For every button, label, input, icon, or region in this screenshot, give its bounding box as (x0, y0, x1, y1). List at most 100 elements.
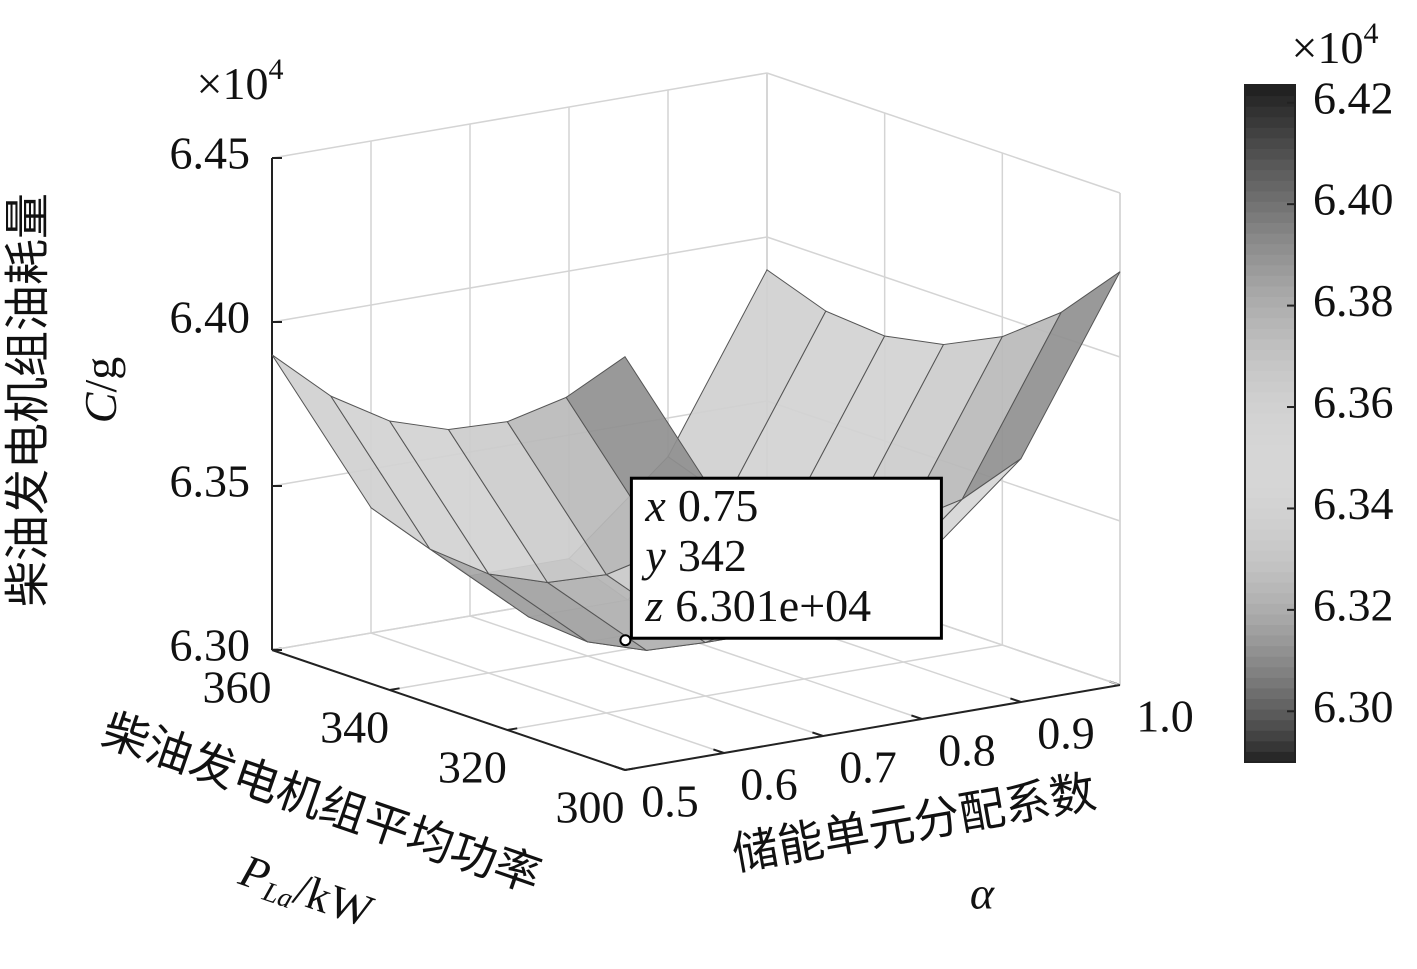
x-tick-label: 0.5 (641, 776, 699, 827)
x-axis-symbol: α (970, 868, 995, 919)
colorbar-swatch (1245, 476, 1295, 488)
x-tick-label: 0.8 (938, 725, 996, 776)
colorbar-swatch (1245, 455, 1295, 467)
colorbar-tick-label: 6.36 (1313, 377, 1394, 428)
colorbar-swatch (1245, 434, 1295, 446)
colorbar-swatch (1245, 296, 1295, 308)
colorbar-swatch (1245, 666, 1295, 678)
z-tick-label: 6.40 (170, 292, 251, 343)
colorbar-frame (1244, 84, 1296, 763)
colorbar-swatch (1245, 709, 1295, 721)
colorbar-tick-label: 6.42 (1313, 72, 1394, 123)
overlay: 0.5 0.6 0.7 0.8 0.9 1.03003203403606.306.356.… (3, 17, 1394, 942)
colorbar-swatch (1245, 444, 1295, 456)
colorbar-tick-label: 6.40 (1313, 174, 1394, 225)
colorbar-swatch (1245, 85, 1295, 97)
colorbar-swatch (1245, 645, 1295, 657)
colorbar-swatch (1245, 402, 1295, 414)
colorbar-swatch (1245, 127, 1295, 139)
colorbar-swatch (1245, 486, 1295, 499)
colorbar-swatch (1245, 592, 1295, 604)
exponent-base: ×10 (1292, 22, 1364, 73)
datatip-row: y 342 (641, 530, 746, 581)
z-axis-label: 柴油发电机组油耗量 (3, 193, 54, 607)
colorbar-swatch (1245, 264, 1295, 276)
datatip-value: 6.301e+04 (675, 580, 871, 631)
datatip-box (629, 476, 943, 640)
exponent-power: 4 (1363, 17, 1378, 50)
colorbar-swatch (1245, 391, 1295, 403)
exponent-power: 4 (268, 53, 283, 86)
colorbar-swatch (1245, 180, 1295, 192)
colorbar-tick-label: 6.38 (1313, 275, 1394, 326)
colorbar-swatch (1245, 243, 1295, 255)
colorbar-swatch (1245, 360, 1295, 372)
colorbar-swatch (1245, 307, 1295, 319)
y-tick-label: 360 (203, 662, 272, 713)
grid-line (766, 72, 1121, 194)
colorbar-swatch (1245, 677, 1295, 689)
colorbar-swatch (1245, 561, 1295, 573)
colorbar-swatch (1245, 751, 1295, 763)
y-tick-label: 320 (438, 742, 507, 793)
colorbar-swatch (1245, 465, 1295, 477)
colorbar-swatch (1245, 730, 1295, 742)
x-tick-label: 0.9 (1037, 708, 1095, 759)
colorbar-swatch (1245, 95, 1295, 107)
colorbar-swatch (1245, 603, 1295, 615)
x-tick-label: 1.0 (1136, 691, 1194, 742)
colorbar-swatch (1245, 656, 1295, 668)
colorbar-swatch (1245, 285, 1295, 298)
colorbar-swatch (1245, 116, 1295, 128)
datatip-row: x 0.75 (644, 480, 758, 531)
z-tick-label: 6.45 (170, 128, 251, 179)
colorbar-swatch (1245, 719, 1295, 731)
z-axis-symbol: C/g (75, 357, 126, 423)
symbol-italic: C (75, 391, 126, 423)
colorbar-swatch (1245, 687, 1295, 700)
grid-line (507, 644, 1003, 731)
colorbar-swatch (1245, 624, 1295, 636)
colorbar-swatch (1245, 201, 1295, 213)
datatip-key: z (644, 580, 663, 631)
y-tick-label: 300 (556, 782, 625, 833)
colorbar-swatch (1245, 317, 1295, 329)
grid-line (469, 615, 824, 737)
y-tick-label: 340 (320, 702, 389, 753)
colorbar-swatch (1245, 613, 1295, 625)
colorbar-swatch (1245, 698, 1295, 710)
colorbar-exponent: ×104 (1292, 17, 1379, 73)
colorbar-swatch (1245, 169, 1295, 181)
datatip-point (619, 634, 632, 647)
colorbar-swatch (1245, 254, 1295, 266)
exponent-base: ×10 (197, 58, 269, 109)
z-exponent: ×104 (197, 53, 284, 109)
colorbar-swatch (1245, 137, 1295, 149)
colorbar-swatch (1245, 423, 1295, 435)
symbol-unit: /kW (288, 863, 380, 937)
colorbar-swatch (1245, 518, 1295, 530)
grid-line (271, 72, 768, 159)
y-axis-symbol: PLa/kW (231, 844, 380, 942)
z-tick-label: 6.30 (170, 620, 251, 671)
datatip-key: y (641, 530, 666, 581)
grid-line (271, 236, 768, 323)
x-tick-label: 0.7 (839, 742, 897, 793)
colorbar-swatch (1245, 635, 1295, 647)
grid-line (370, 632, 725, 754)
colorbar-swatch (1245, 106, 1295, 118)
colorbar-swatch (1245, 159, 1295, 171)
colorbar-swatch (1245, 148, 1295, 160)
colorbar-swatch (1245, 508, 1295, 520)
z-tick-label: 6.35 (170, 456, 251, 507)
colorbar-tick-label: 6.32 (1313, 579, 1394, 630)
colorbar-swatch (1245, 211, 1295, 224)
colorbar-tick-label: 6.30 (1313, 681, 1394, 732)
x-tick-label: 0.6 (740, 759, 798, 810)
colorbar-swatch (1245, 370, 1295, 382)
colorbar-swatch (1245, 222, 1295, 234)
datatip-value: 342 (678, 530, 747, 581)
colorbar-swatch (1245, 497, 1295, 509)
colorbar-tick-label: 6.34 (1313, 478, 1394, 529)
colorbar-swatch (1245, 412, 1295, 424)
